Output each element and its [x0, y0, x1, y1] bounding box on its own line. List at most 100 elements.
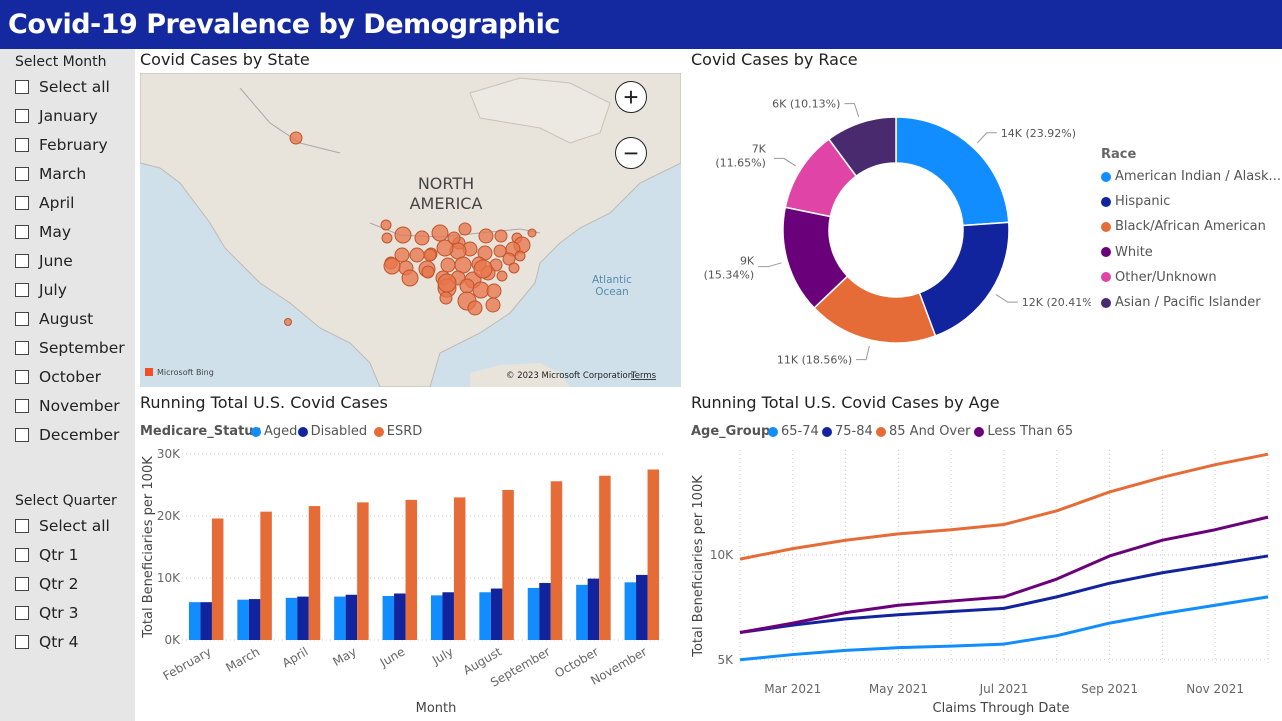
month-option-6[interactable]: June	[15, 250, 73, 272]
bar[interactable]	[527, 587, 540, 640]
bar[interactable]	[308, 506, 321, 640]
checkbox[interactable]	[15, 312, 29, 326]
checkbox[interactable]	[15, 167, 29, 181]
donut-slice[interactable]	[918, 221, 1010, 337]
quarter-option-4[interactable]: Qtr 4	[15, 631, 78, 653]
state-bubble[interactable]	[447, 231, 461, 245]
state-bubble[interactable]	[394, 226, 412, 244]
state-bubble[interactable]	[502, 252, 516, 266]
state-bubble[interactable]	[414, 230, 430, 246]
race-legend-item[interactable]: American Indian / Alask...	[1101, 169, 1281, 184]
state-bubble[interactable]	[508, 262, 520, 274]
checkbox[interactable]	[15, 548, 29, 562]
state-bubble[interactable]	[431, 224, 449, 242]
checkbox[interactable]	[15, 254, 29, 268]
series-legend-item[interactable]: 75-84	[822, 424, 873, 439]
state-bubbles[interactable]	[284, 131, 537, 326]
race-legend-item[interactable]: Other/Unknown	[1101, 270, 1217, 285]
race-donut-chart[interactable]: 14K (23.92%)12K (20.41%)11K (18.56%)9K(1…	[691, 72, 1091, 372]
zoom-in-button[interactable]: +	[615, 81, 647, 113]
state-bubble[interactable]	[527, 228, 537, 238]
checkbox[interactable]	[15, 399, 29, 413]
state-bubble[interactable]	[409, 247, 425, 263]
state-bubble[interactable]	[493, 244, 507, 258]
state-bubble[interactable]	[381, 232, 393, 244]
month-option-7[interactable]: July	[15, 279, 67, 301]
series-legend-item[interactable]: Disabled	[297, 424, 367, 439]
state-bubble[interactable]	[473, 259, 493, 279]
state-bubble[interactable]	[439, 291, 453, 305]
bar[interactable]	[260, 511, 272, 640]
month-option-4[interactable]: April	[15, 192, 74, 214]
bar[interactable]	[394, 593, 406, 641]
quarter-option-3[interactable]: Qtr 3	[15, 602, 78, 624]
bar[interactable]	[576, 584, 588, 640]
state-bubble[interactable]	[436, 239, 454, 257]
race-legend-item[interactable]: Asian / Pacific Islander	[1101, 295, 1261, 310]
state-bubble[interactable]	[486, 283, 502, 299]
map-terms-link[interactable]: Terms	[630, 371, 657, 381]
checkbox[interactable]	[15, 80, 29, 94]
checkbox[interactable]	[15, 370, 29, 384]
month-option-2[interactable]: February	[15, 134, 108, 156]
bar[interactable]	[550, 481, 563, 640]
race-legend-item[interactable]: Black/African American	[1101, 219, 1266, 234]
state-bubble[interactable]	[494, 229, 508, 243]
donut-slice[interactable]	[895, 116, 1010, 227]
quarter-option-0[interactable]: Select all	[15, 515, 110, 537]
month-option-9[interactable]: September	[15, 337, 125, 359]
bar[interactable]	[405, 499, 418, 640]
state-bubble[interactable]	[380, 219, 392, 231]
map-canvas[interactable]: NORTH AMERICA Atlantic Ocean Microsoft B…	[140, 73, 681, 387]
checkbox[interactable]	[15, 519, 29, 533]
bar[interactable]	[285, 597, 298, 640]
state-bubble[interactable]	[440, 257, 456, 273]
age-line-chart[interactable]: 5K 10K Mar 2021 May 2021 Jul 2021 Sep 2021 Nov…	[686, 440, 1278, 721]
state-bubble[interactable]	[421, 265, 435, 279]
bar[interactable]	[647, 469, 660, 641]
month-option-12[interactable]: December	[15, 424, 119, 446]
month-option-10[interactable]: October	[15, 366, 101, 388]
bar[interactable]	[587, 578, 600, 640]
checkbox[interactable]	[15, 109, 29, 123]
series-legend-item[interactable]: 65-74	[768, 424, 819, 439]
bar[interactable]	[188, 602, 201, 640]
series-legend-item[interactable]: 85 And Over	[876, 424, 970, 439]
state-map[interactable]: NORTH AMERICA Atlantic Ocean Microsoft B…	[140, 73, 681, 387]
series-line[interactable]	[739, 515, 1269, 635]
state-bubble[interactable]	[401, 269, 419, 287]
checkbox[interactable]	[15, 577, 29, 591]
checkbox[interactable]	[15, 138, 29, 152]
series-line[interactable]	[739, 452, 1269, 561]
checkbox[interactable]	[15, 341, 29, 355]
bar[interactable]	[357, 502, 369, 640]
bar[interactable]	[200, 602, 212, 640]
month-option-11[interactable]: November	[15, 395, 120, 417]
checkbox[interactable]	[15, 428, 29, 442]
race-legend-item[interactable]: Hispanic	[1101, 194, 1170, 209]
bar[interactable]	[453, 497, 466, 640]
bar[interactable]	[297, 596, 309, 640]
bar[interactable]	[211, 518, 224, 640]
month-option-0[interactable]: Select all	[15, 76, 110, 98]
checkbox[interactable]	[15, 196, 29, 210]
state-bubble[interactable]	[383, 257, 401, 275]
month-option-3[interactable]: March	[15, 163, 86, 185]
bar[interactable]	[624, 582, 637, 640]
bar[interactable]	[442, 592, 454, 640]
series-legend-item[interactable]: Less Than 65	[974, 424, 1073, 439]
state-bubble[interactable]	[467, 300, 483, 316]
bar[interactable]	[636, 574, 648, 640]
checkbox[interactable]	[15, 283, 29, 297]
month-option-8[interactable]: August	[15, 308, 93, 330]
series-line[interactable]	[739, 554, 1269, 635]
donut-slice[interactable]	[827, 116, 897, 178]
bar[interactable]	[382, 595, 395, 640]
bar[interactable]	[479, 592, 491, 640]
bar[interactable]	[599, 475, 611, 640]
state-bubble[interactable]	[458, 222, 472, 236]
checkbox[interactable]	[15, 635, 29, 649]
state-bubble[interactable]	[284, 318, 292, 326]
bar[interactable]	[237, 599, 249, 640]
bar[interactable]	[502, 489, 514, 640]
